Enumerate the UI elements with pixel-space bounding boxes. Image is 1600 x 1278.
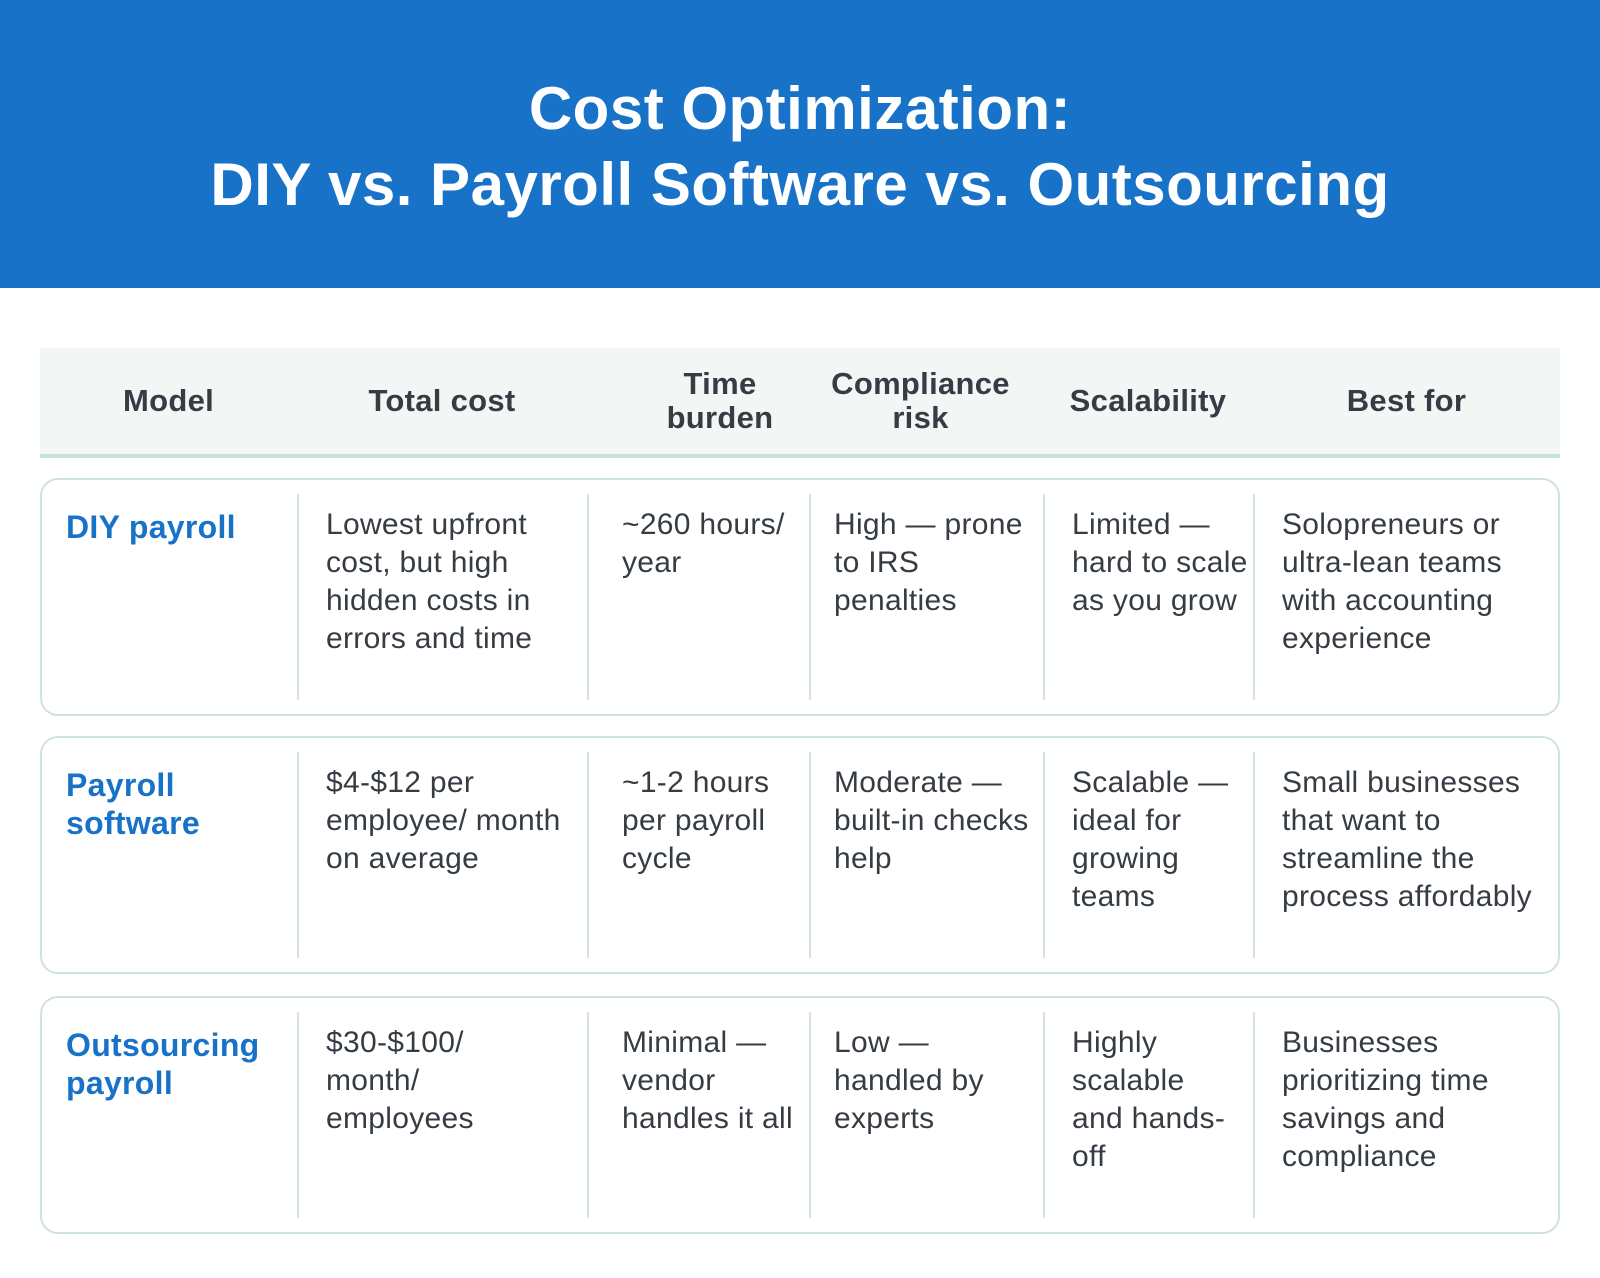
column-divider xyxy=(587,494,589,700)
column-divider xyxy=(297,1012,299,1218)
scalability-cell: Limited — hard to scale as you grow xyxy=(1072,508,1248,617)
time-burden-cell: ~260 hours/ year xyxy=(622,508,785,579)
total-cost-cell: $30-$100/ month/ employees xyxy=(326,1026,474,1135)
column-divider xyxy=(809,1012,811,1218)
column-header-time-burden: Time burden xyxy=(666,366,774,435)
column-divider xyxy=(1253,752,1255,958)
model-label: Outsourcing payroll xyxy=(66,1027,260,1101)
page-title-line-2: DIY vs. Payroll Software vs. Outsourcing xyxy=(210,151,1390,218)
model-label: Payroll software xyxy=(66,767,200,841)
compliance-risk-cell: High — prone to IRS penalties xyxy=(834,508,1023,617)
title-banner: Cost Optimization: DIY vs. Payroll Softw… xyxy=(0,0,1600,288)
column-divider xyxy=(587,1012,589,1218)
compliance-risk-cell: Low — handled by experts xyxy=(834,1026,984,1135)
best-for-cell: Small businesses that want to streamline… xyxy=(1282,766,1532,913)
column-divider xyxy=(587,752,589,958)
time-burden-cell: ~1-2 hours per payroll cycle xyxy=(622,766,770,875)
table-header-row: Model Total cost Time burden Compliance … xyxy=(40,348,1560,458)
model-label: DIY payroll xyxy=(66,509,236,545)
best-for-cell: Businesses prioritizing time savings and… xyxy=(1282,1026,1489,1173)
time-burden-cell: Minimal — vendor handles it all xyxy=(622,1026,793,1135)
column-header-model: Model xyxy=(122,383,215,418)
table-row-payroll-software: Payroll software $4-$12 per employee/ mo… xyxy=(40,736,1560,974)
column-divider xyxy=(809,494,811,700)
column-divider xyxy=(1043,494,1045,700)
compliance-risk-cell: Moderate — built-in checks help xyxy=(834,766,1029,875)
table-row-outsourcing-payroll: Outsourcing payroll $30-$100/ month/ emp… xyxy=(40,996,1560,1234)
column-header-compliance-risk: Compliance risk xyxy=(831,366,1010,435)
column-divider xyxy=(809,752,811,958)
column-divider xyxy=(1253,1012,1255,1218)
scalability-cell: Highly scalable and hands-off xyxy=(1072,1026,1226,1173)
column-divider xyxy=(1253,494,1255,700)
column-divider xyxy=(297,494,299,700)
table-row-diy-payroll: DIY payroll Lowest upfront cost, but hig… xyxy=(40,478,1560,716)
page-title-line-1: Cost Optimization: xyxy=(528,75,1072,142)
column-divider xyxy=(1043,1012,1045,1218)
column-header-best-for: Best for xyxy=(1346,383,1467,418)
column-divider xyxy=(297,752,299,958)
scalability-cell: Scalable — ideal for growing teams xyxy=(1072,766,1229,913)
column-header-total-cost: Total cost xyxy=(368,383,516,418)
column-header-scalability: Scalability xyxy=(1069,383,1227,418)
best-for-cell: Solopreneurs or ultra-lean teams with ac… xyxy=(1282,508,1502,655)
total-cost-cell: $4-$12 per employee/ month on average xyxy=(326,766,561,875)
column-divider xyxy=(1043,752,1045,958)
total-cost-cell: Lowest upfront cost, but high hidden cos… xyxy=(326,508,533,655)
